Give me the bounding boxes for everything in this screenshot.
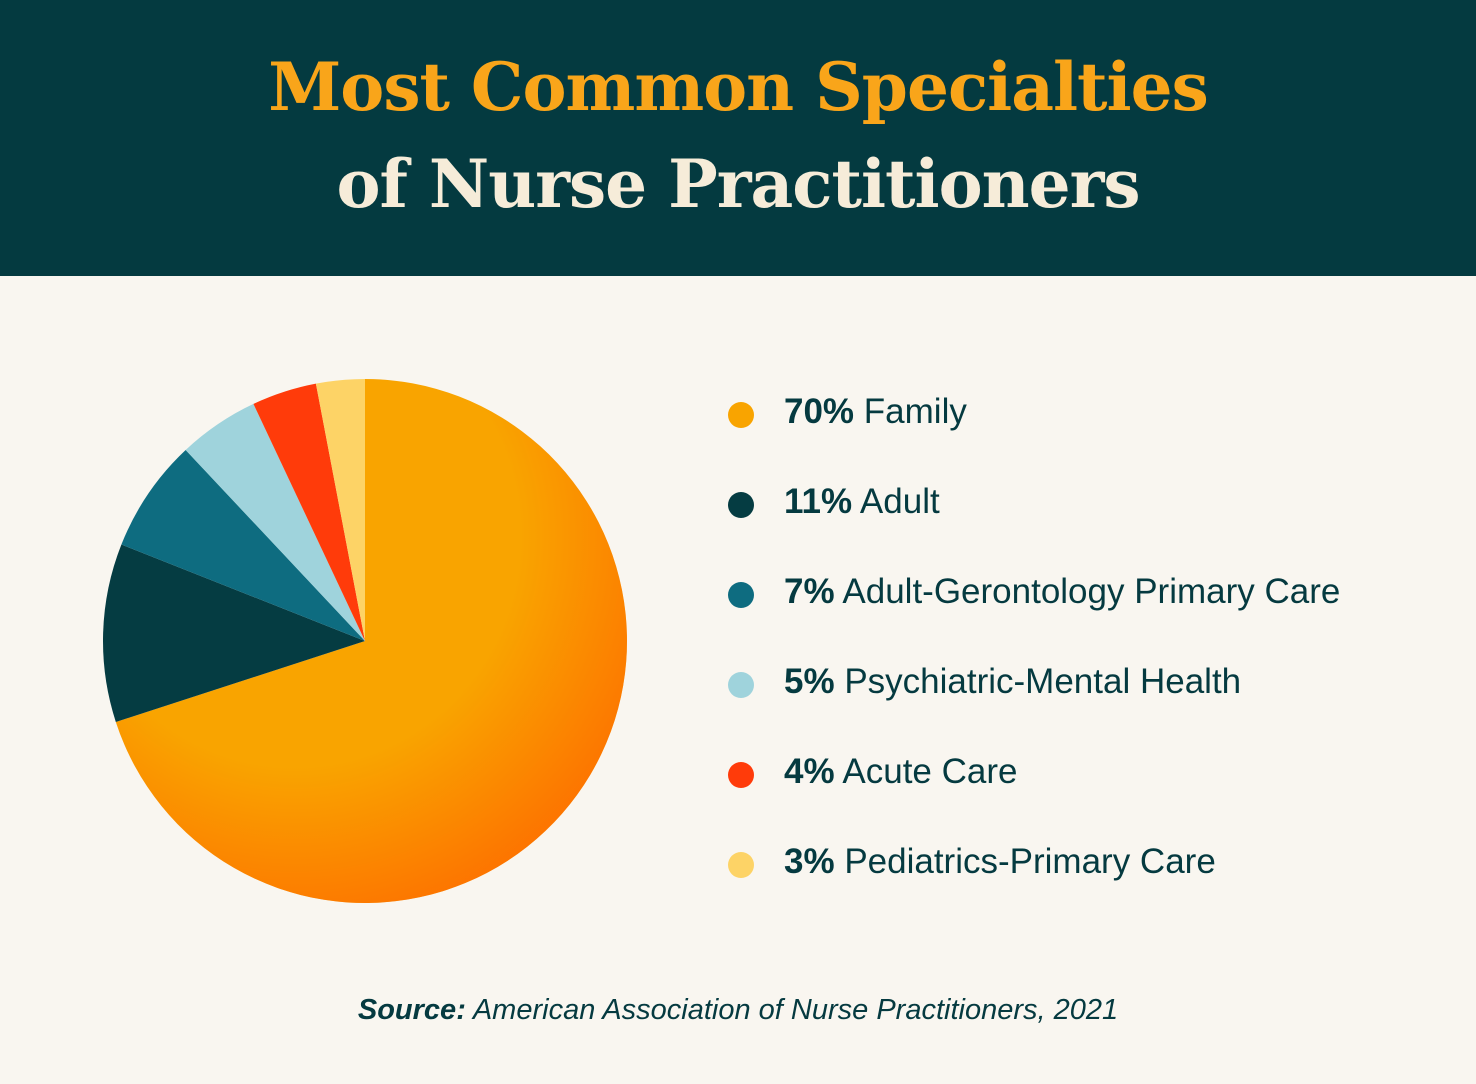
pie-slice-shading [115, 379, 627, 903]
legend-item: 7% Adult-Gerontology Primary Care [728, 568, 1448, 658]
legend-category: Family [854, 392, 967, 431]
legend-percent: 4% [784, 752, 835, 791]
legend-swatch [728, 492, 754, 518]
source-label: Source: [357, 994, 466, 1026]
legend-item: 4% Acute Care [728, 748, 1448, 838]
legend-swatch [728, 402, 754, 428]
legend-swatch [728, 852, 754, 878]
legend-percent: 7% [784, 572, 835, 611]
legend-category: Pediatrics-Primary Care [834, 842, 1216, 881]
legend-category: Psychiatric-Mental Health [834, 662, 1242, 701]
legend-label: 5% Psychiatric-Mental Health [784, 658, 1241, 706]
legend-label: 4% Acute Care [784, 748, 1017, 796]
legend-percent: 11% [784, 482, 853, 521]
legend-label: 3% Pediatrics-Primary Care [784, 838, 1216, 886]
header-banner: Most Common Specialties of Nurse Practit… [0, 0, 1476, 276]
legend-label: 70% Family [784, 388, 967, 436]
legend-percent: 5% [784, 662, 835, 701]
legend-percent: 3% [784, 842, 835, 881]
legend-category: Adult-Gerontology Primary Care [834, 572, 1341, 611]
legend-item: 5% Psychiatric-Mental Health [728, 658, 1448, 748]
legend-percent: 70% [784, 392, 855, 431]
pie-slice-adult [103, 544, 365, 722]
title-line-2: of Nurse Practitioners [336, 145, 1141, 223]
legend-swatch [728, 582, 754, 608]
legend-category: Acute Care [834, 752, 1018, 791]
legend-item: 70% Family [728, 388, 1448, 478]
chart-legend: 70% Family 11% Adult 7% Adult-Gerontology … [728, 388, 1448, 928]
pie-slice-acute-care [253, 383, 365, 641]
legend-label: 7% Adult-Gerontology Primary Care [784, 568, 1340, 616]
pie-slice-pediatrics-primary-care [315, 379, 365, 641]
legend-category: Adult [852, 482, 940, 521]
source-text: American Association of Nurse Practition… [472, 994, 1119, 1026]
legend-swatch [728, 672, 754, 698]
pie-slice-adult-gerontology-primary-care [121, 450, 365, 641]
legend-item: 11% Adult [728, 478, 1448, 568]
pie-slice-psychiatric-mental-health [185, 403, 365, 641]
title-line-1: Most Common Specialties [268, 48, 1209, 126]
legend-swatch [728, 762, 754, 788]
source-note: Source: American Association of Nurse Pr… [0, 994, 1476, 1027]
legend-label: 11% Adult [784, 478, 940, 526]
pie-chart [103, 379, 627, 903]
legend-item: 3% Pediatrics-Primary Care [728, 838, 1448, 928]
